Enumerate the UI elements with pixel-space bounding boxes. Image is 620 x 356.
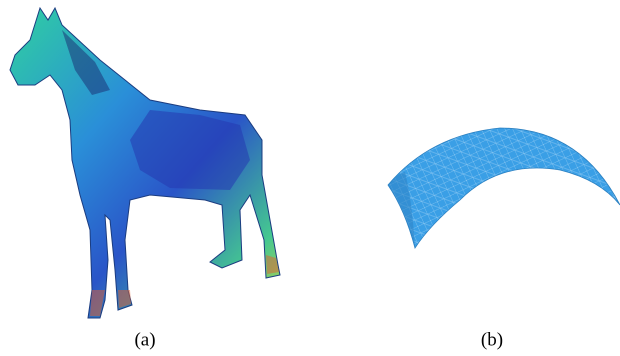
panel-label: (b) bbox=[481, 329, 503, 350]
panel-b-image bbox=[387, 127, 620, 249]
panel-a-image bbox=[9, 6, 281, 319]
mesh-inner-edge bbox=[388, 172, 415, 248]
horse-shading bbox=[62, 30, 110, 95]
panel-label: (a) bbox=[134, 329, 155, 350]
horse-shading bbox=[130, 110, 250, 190]
mesh-surface bbox=[387, 127, 620, 249]
